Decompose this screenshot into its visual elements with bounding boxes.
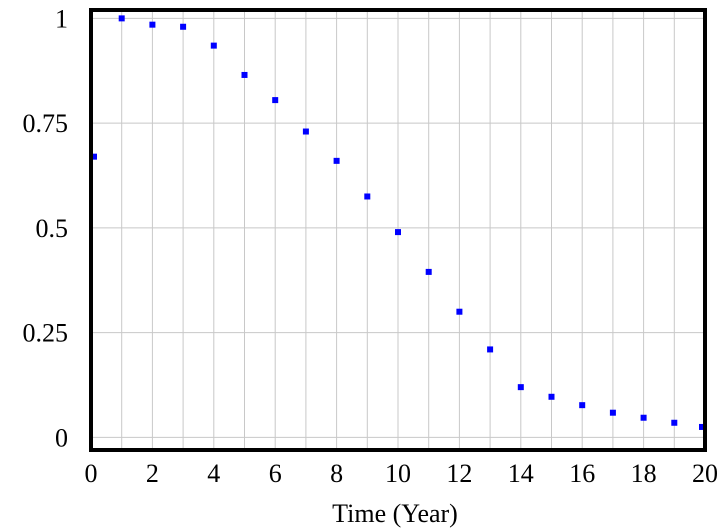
x-tick-label: 14 bbox=[508, 459, 534, 488]
data-point bbox=[487, 346, 494, 353]
data-point bbox=[364, 193, 371, 200]
x-tick-label: 2 bbox=[146, 459, 159, 488]
data-point bbox=[118, 15, 125, 22]
x-tick-label: 18 bbox=[631, 459, 657, 488]
x-axis-title: Time (Year) bbox=[332, 499, 458, 528]
y-tick-label: 0.75 bbox=[23, 109, 69, 138]
data-point bbox=[579, 402, 586, 409]
x-tick-label: 10 bbox=[385, 459, 411, 488]
x-tick-labels: 0 2 4 6 8 10 12 14 16 18 20 bbox=[85, 459, 719, 488]
y-tick-label: 0.5 bbox=[36, 214, 69, 243]
data-points bbox=[91, 15, 705, 430]
data-point bbox=[548, 393, 555, 400]
y-tick-label: 0.25 bbox=[23, 319, 69, 348]
y-tick-label: 1 bbox=[55, 4, 68, 33]
x-tick-label: 6 bbox=[269, 459, 282, 488]
data-point bbox=[272, 97, 279, 104]
data-point bbox=[517, 384, 524, 391]
data-point bbox=[302, 128, 309, 135]
x-tick-label: 8 bbox=[330, 459, 343, 488]
grid-lines bbox=[91, 10, 705, 450]
x-tick-label: 20 bbox=[692, 459, 718, 488]
x-tick-label: 0 bbox=[85, 459, 98, 488]
y-tick-labels: 0 0.25 0.5 0.75 1 bbox=[23, 4, 69, 452]
data-point bbox=[671, 419, 678, 426]
data-point bbox=[699, 423, 705, 430]
data-point bbox=[456, 308, 463, 315]
data-point bbox=[425, 268, 432, 275]
x-tick-label: 4 bbox=[207, 459, 220, 488]
x-tick-label: 12 bbox=[446, 459, 472, 488]
y-tick-label: 0 bbox=[55, 423, 68, 452]
x-tick-label: 16 bbox=[569, 459, 595, 488]
data-point bbox=[640, 414, 647, 421]
data-point bbox=[241, 71, 248, 78]
plot-frame bbox=[89, 8, 707, 452]
data-point bbox=[180, 23, 187, 30]
data-point bbox=[395, 229, 401, 236]
data-point bbox=[333, 157, 340, 164]
data-point bbox=[210, 42, 217, 49]
data-point bbox=[609, 409, 616, 416]
data-point bbox=[91, 153, 97, 160]
data-point bbox=[149, 21, 156, 28]
